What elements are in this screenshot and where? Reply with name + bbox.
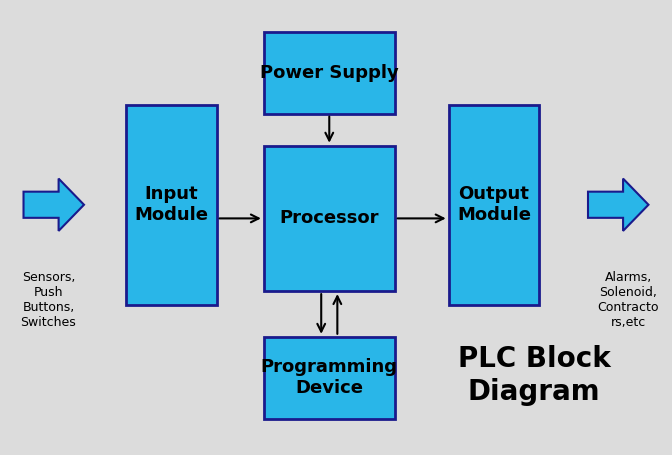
Text: Sensors,
Push
Buttons,
Switches: Sensors, Push Buttons, Switches bbox=[21, 271, 76, 329]
Polygon shape bbox=[588, 178, 648, 231]
Text: Alarms,
Solenoid,
Contracto
rs,etc: Alarms, Solenoid, Contracto rs,etc bbox=[597, 271, 659, 329]
Text: Processor: Processor bbox=[280, 209, 379, 228]
FancyBboxPatch shape bbox=[263, 32, 394, 114]
Text: PLC Block
Diagram: PLC Block Diagram bbox=[458, 345, 611, 405]
FancyBboxPatch shape bbox=[263, 146, 394, 291]
FancyBboxPatch shape bbox=[126, 105, 216, 305]
Text: Input
Module: Input Module bbox=[134, 185, 208, 224]
FancyBboxPatch shape bbox=[263, 337, 394, 419]
Text: Power Supply: Power Supply bbox=[260, 64, 398, 82]
Text: Programming
Device: Programming Device bbox=[261, 358, 398, 397]
FancyBboxPatch shape bbox=[449, 105, 539, 305]
Text: Output
Module: Output Module bbox=[457, 185, 531, 224]
Polygon shape bbox=[24, 178, 84, 231]
